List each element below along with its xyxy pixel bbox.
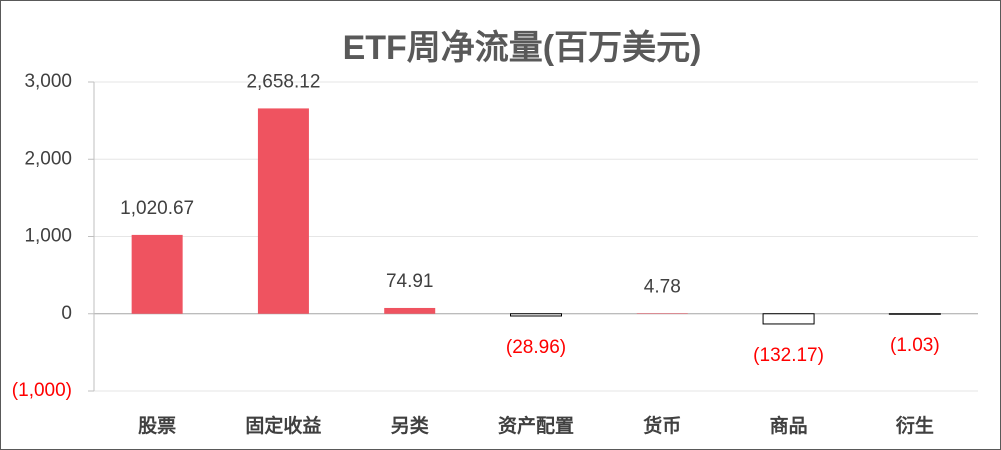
chart-title: ETF周净流量(百万美元): [343, 29, 702, 67]
bar: [384, 307, 436, 314]
y-tick-label: 0: [61, 303, 72, 324]
value-label: 1,020.67: [120, 198, 194, 219]
bar: [510, 313, 562, 317]
y-tick-label: 2,000: [24, 148, 72, 169]
y-tick-label: (1,000): [12, 380, 72, 401]
x-tick-label: 资产配置: [498, 414, 574, 437]
value-label: (132.17): [753, 345, 824, 366]
x-tick-label: 衍生: [895, 414, 934, 437]
x-tick-label: 固定收益: [245, 414, 321, 437]
x-tick-label: 商品: [770, 414, 808, 437]
bar: [257, 108, 309, 314]
value-label: 2,658.12: [246, 71, 320, 92]
y-tick-label: 3,000: [24, 71, 72, 92]
bar: [888, 313, 941, 315]
value-label: 4.78: [644, 276, 681, 297]
x-tick-label: 股票: [138, 415, 176, 437]
value-label: (28.96): [506, 337, 566, 358]
x-tick-label: 另类: [391, 414, 429, 437]
y-tick-label: 1,000: [24, 226, 72, 247]
bar: [636, 313, 688, 314]
bar: [131, 234, 183, 314]
x-tick-label: 货币: [643, 414, 681, 437]
value-label: 74.91: [386, 271, 434, 292]
value-label: (1.03): [890, 335, 940, 356]
bar: [762, 313, 815, 325]
